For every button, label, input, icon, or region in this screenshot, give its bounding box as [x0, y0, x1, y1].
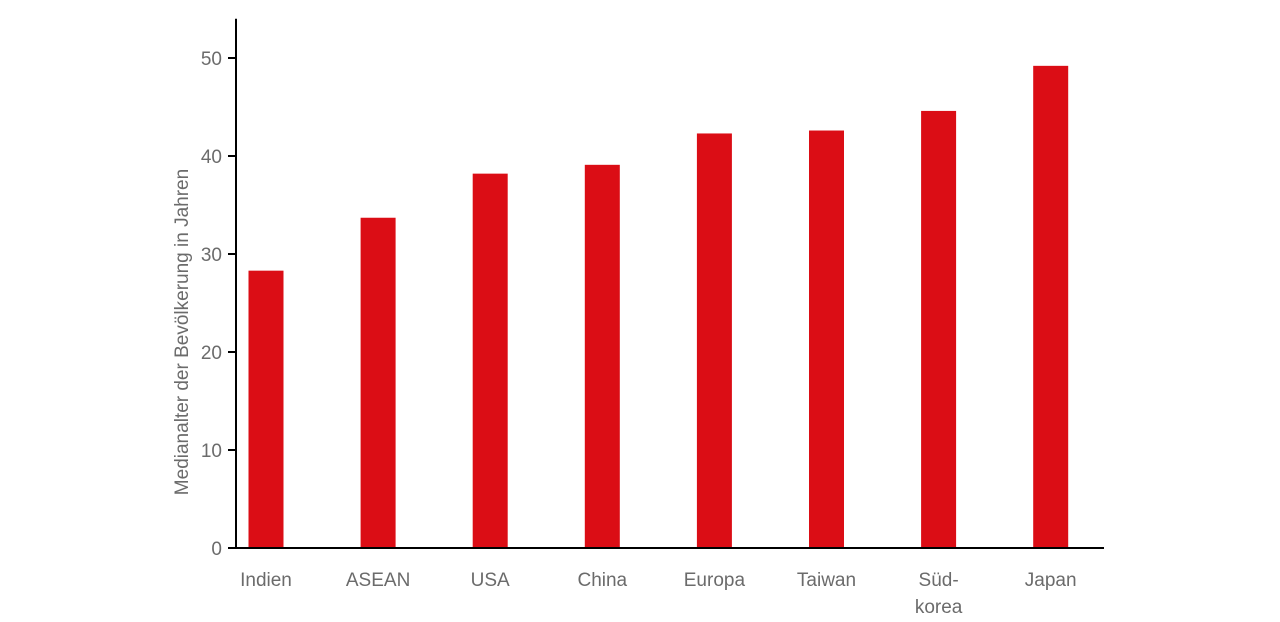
x-category-label: Europa	[684, 570, 746, 591]
x-category-label: China	[577, 570, 627, 591]
x-category-label-line: Taiwan	[797, 570, 856, 591]
y-tick-label: 0	[211, 539, 222, 560]
x-category-label-line: China	[577, 570, 627, 591]
y-tick-label: 40	[201, 147, 222, 168]
x-category-label-line: Süd-	[919, 570, 959, 591]
x-category-label-line: ASEAN	[346, 570, 410, 591]
bar	[248, 270, 284, 548]
x-category-label-line: korea	[915, 597, 963, 618]
bar	[809, 130, 844, 548]
bar	[360, 217, 396, 549]
bar	[584, 164, 620, 548]
x-axis-labels: Indien ASEAN USA China Europa Taiwan Süd-korea…	[240, 570, 1076, 618]
bar	[696, 133, 732, 548]
x-category-label-line: Japan	[1025, 570, 1077, 591]
x-category-label: Indien	[240, 570, 292, 591]
x-category-label: Japan	[1025, 570, 1077, 591]
y-axis-ticks: 0 10 20 30 40 50	[201, 49, 236, 560]
x-category-label: Taiwan	[797, 570, 856, 591]
bars	[248, 65, 1069, 549]
bar	[472, 173, 508, 548]
bar	[921, 110, 957, 549]
x-category-label-line: Europa	[684, 570, 746, 591]
x-category-label-line: Indien	[240, 570, 292, 591]
y-tick-label: 30	[201, 245, 222, 266]
y-axis-title: Medianalter der Bevölkerung in Jahren	[172, 169, 193, 495]
y-tick-label: 50	[201, 49, 222, 70]
x-category-label-line: USA	[471, 570, 510, 591]
x-category-label: USA	[471, 570, 510, 591]
y-tick-label: 10	[201, 441, 222, 462]
bar	[1033, 65, 1069, 548]
x-category-label: Süd-korea	[915, 570, 963, 618]
x-category-label: ASEAN	[346, 570, 410, 591]
y-tick-label: 20	[201, 343, 222, 364]
